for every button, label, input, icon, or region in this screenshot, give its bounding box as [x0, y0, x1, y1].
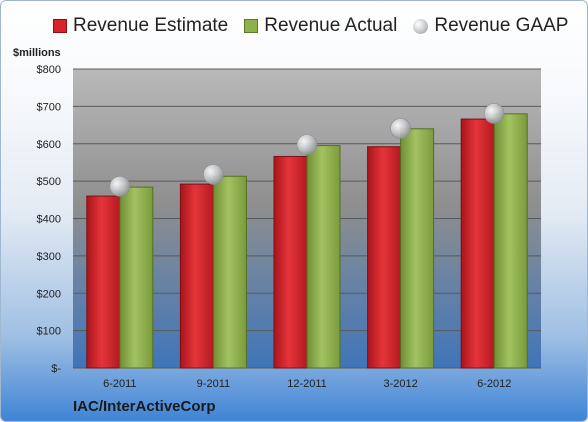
bar-revenue-actual — [493, 113, 528, 369]
y-tick-label: $- — [51, 363, 61, 375]
marker-revenue-gaap — [390, 118, 411, 139]
bar-revenue-estimate — [179, 183, 214, 369]
company-name: IAC/InterActiveCorp — [73, 398, 216, 415]
bar-revenue-actual — [400, 128, 435, 369]
x-tick-label: 9-2011 — [197, 378, 230, 390]
bar-revenue-estimate — [86, 195, 121, 369]
legend-label-estimate: Revenue Estimate — [73, 15, 229, 36]
y-tick-label: $700 — [37, 101, 61, 113]
bar-revenue-estimate — [460, 118, 495, 369]
y-tick-label: $100 — [37, 326, 61, 338]
y-axis-ticks: $- $100 $200 $300 $400 $500 $600 $700 $800 — [37, 64, 62, 375]
y-tick-label: $200 — [37, 288, 61, 300]
x-axis-ticks: 6-2011 9-2011 12-2011 3-2012 6-2012 — [103, 378, 511, 390]
bar-revenue-actual — [119, 186, 154, 369]
y-tick-label: $600 — [37, 139, 61, 151]
legend: Revenue Estimate Revenue Actual Revenue … — [53, 15, 584, 37]
y-tick-label: $800 — [37, 64, 61, 76]
legend-label-actual: Revenue Actual — [264, 15, 398, 36]
legend-swatch-estimate — [53, 19, 67, 33]
marker-revenue-gaap — [483, 103, 505, 124]
bar-revenue-estimate — [273, 155, 308, 369]
bars-group — [86, 113, 528, 369]
legend-item-actual: Revenue Actual — [244, 15, 397, 37]
legend-item-gaap: Revenue GAAP — [413, 15, 568, 37]
y-axis-units-label: $millions — [13, 47, 61, 59]
x-tick-label: 6-2012 — [477, 378, 511, 390]
x-tick-label: 12-2011 — [287, 378, 327, 390]
x-tick-label: 3-2012 — [383, 378, 417, 390]
marker-revenue-gaap — [203, 164, 224, 185]
bar-revenue-actual — [306, 145, 341, 369]
x-tick-label: 6-2011 — [103, 378, 136, 390]
legend-item-estimate: Revenue Estimate — [53, 15, 228, 37]
bar-revenue-estimate — [367, 146, 402, 369]
y-tick-label: $400 — [37, 214, 61, 226]
y-tick-label: $500 — [37, 176, 61, 188]
y-tick-label: $300 — [37, 251, 61, 263]
marker-revenue-gaap — [296, 134, 318, 155]
legend-swatch-actual — [244, 19, 259, 33]
marker-revenue-gaap — [109, 176, 131, 197]
legend-label-gaap: Revenue GAAP — [434, 15, 569, 36]
bar-revenue-actual — [212, 175, 247, 369]
gaap-markers-group — [109, 103, 505, 197]
legend-swatch-gaap — [413, 18, 429, 34]
